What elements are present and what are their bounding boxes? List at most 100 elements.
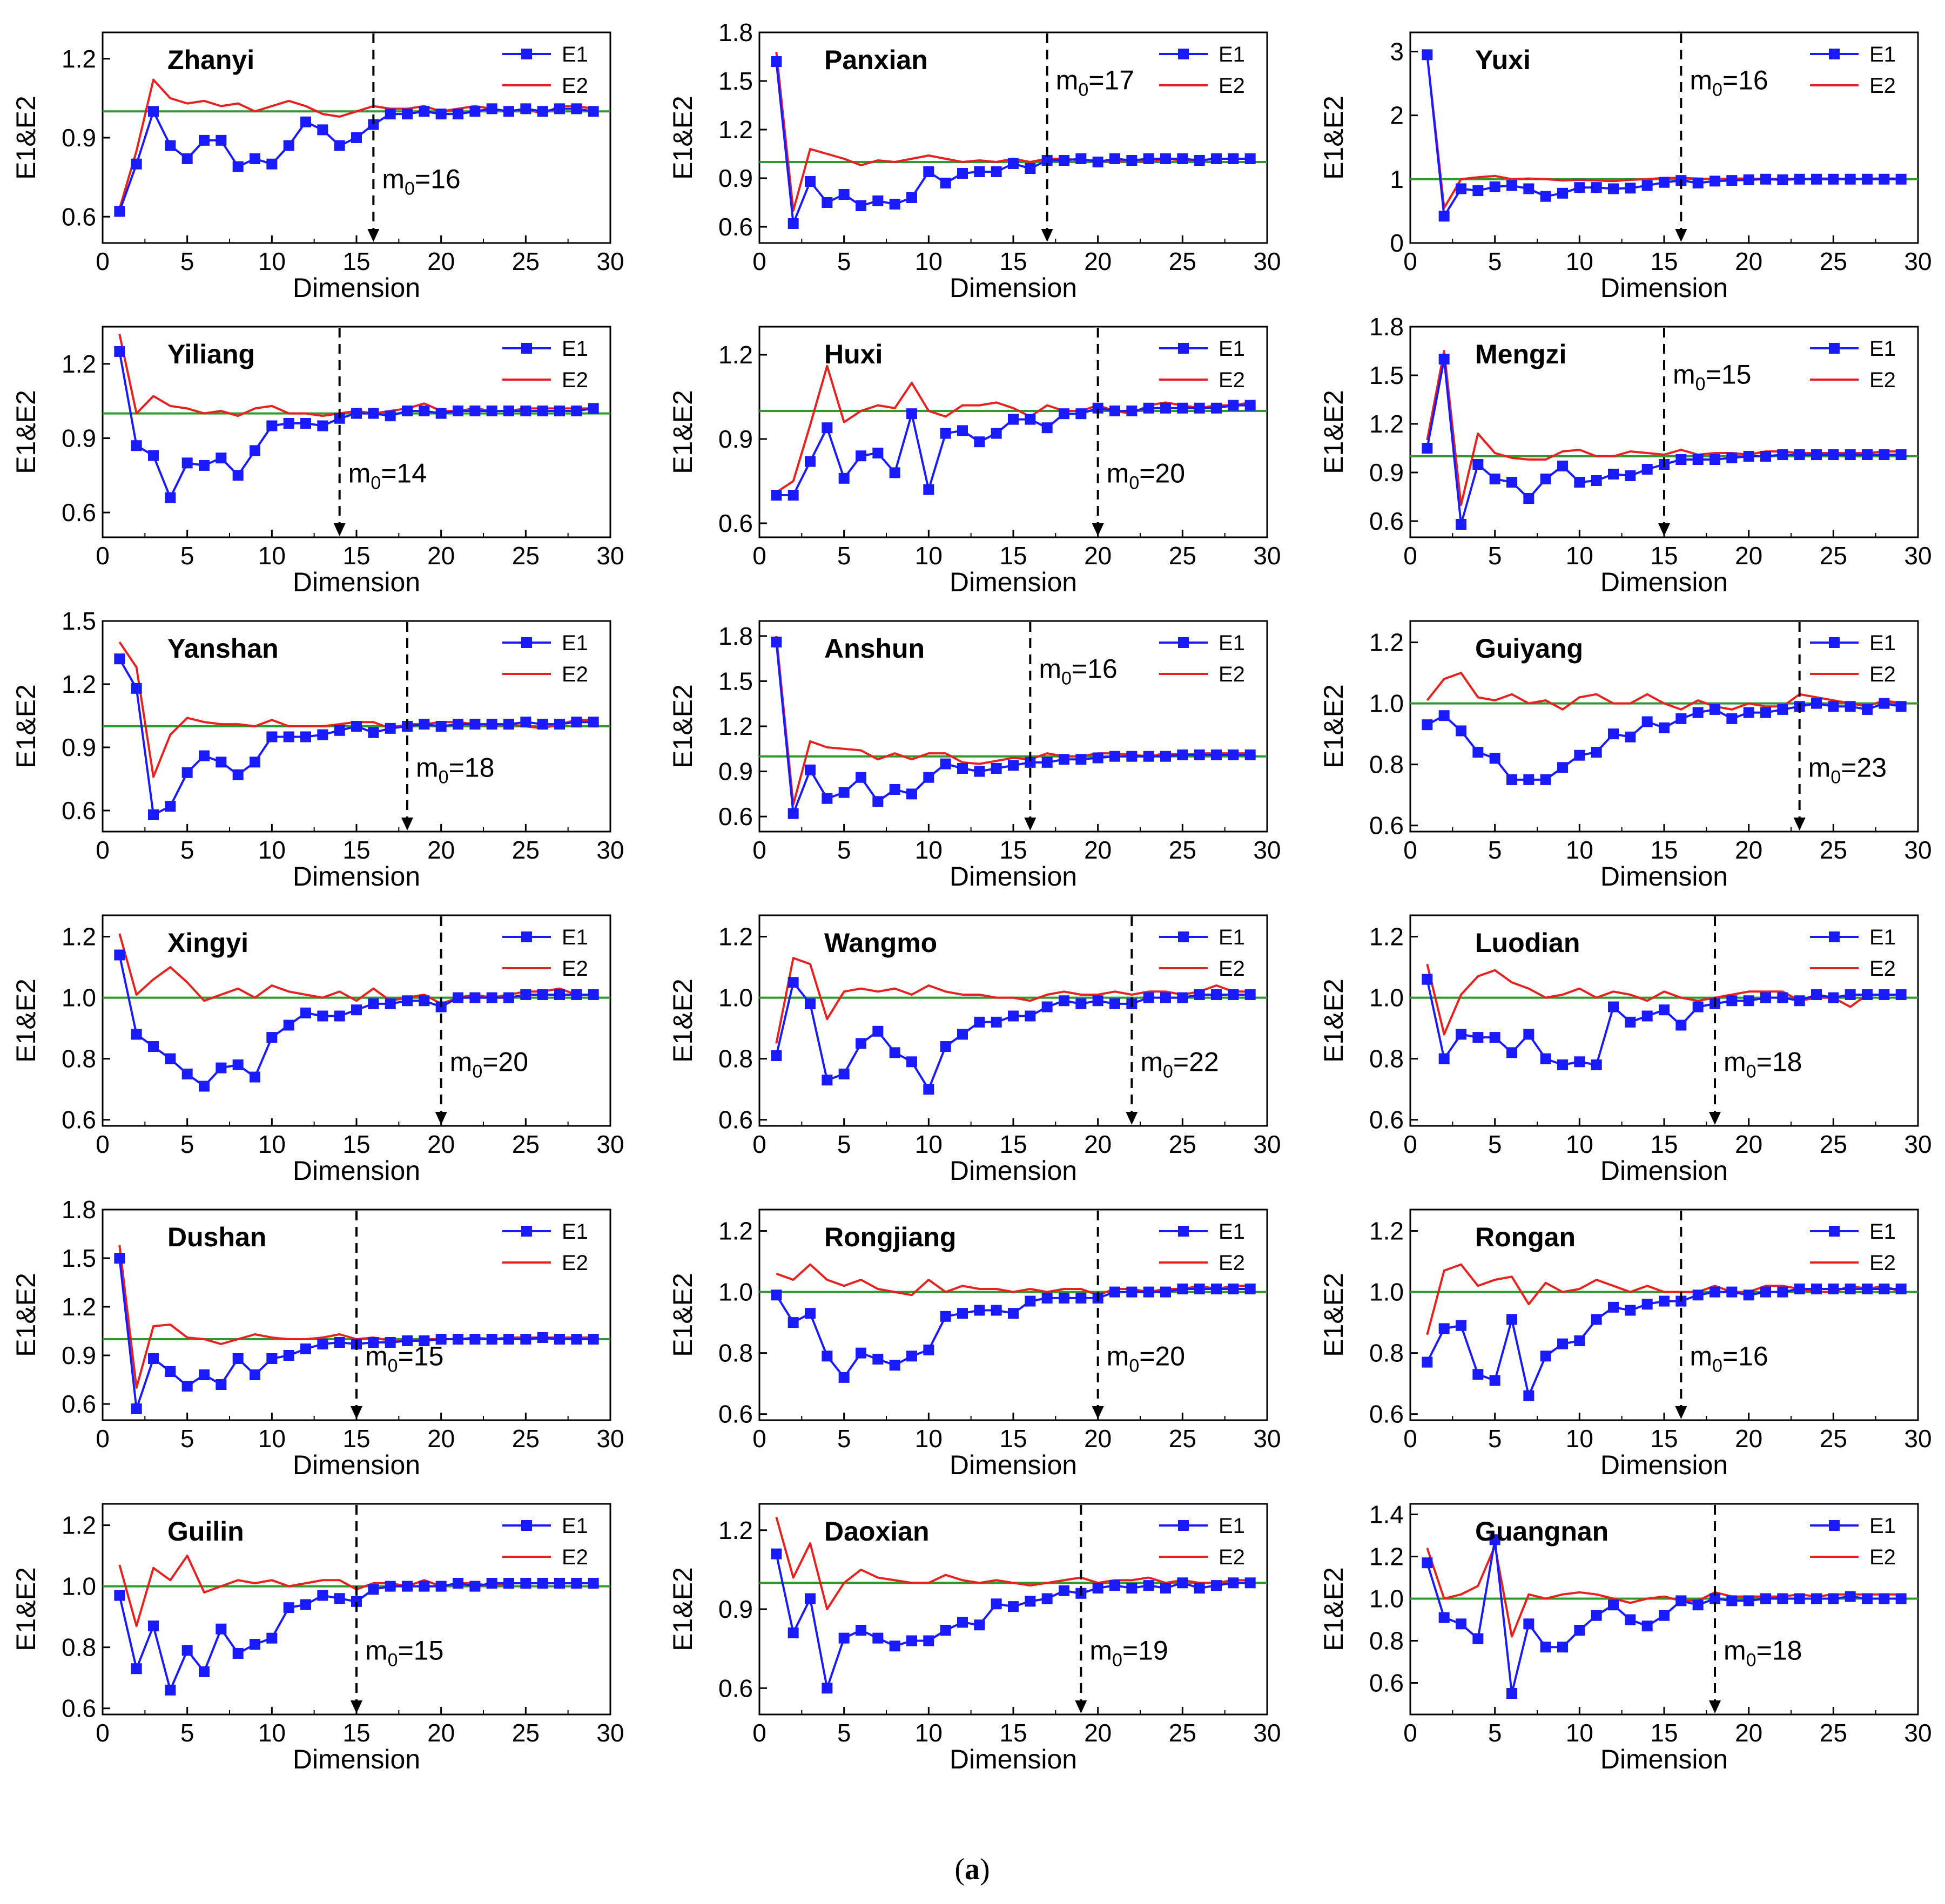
e1-point bbox=[1075, 408, 1087, 420]
legend-e2-label: E2 bbox=[1219, 368, 1245, 392]
e1-point bbox=[368, 408, 379, 419]
e1-point bbox=[588, 717, 599, 728]
e1-point bbox=[1489, 1032, 1500, 1043]
e1-point bbox=[991, 428, 1002, 439]
e1-point bbox=[1008, 414, 1019, 425]
e1-point bbox=[957, 168, 968, 179]
y-axis-label: E1&E2 bbox=[1318, 96, 1349, 180]
e1-point bbox=[181, 153, 193, 164]
m0-label-subscript: 0 bbox=[1712, 79, 1722, 100]
e1-point bbox=[1845, 173, 1856, 185]
e1-point bbox=[419, 995, 430, 1007]
e1-point bbox=[469, 992, 481, 1003]
e1-point bbox=[1743, 995, 1754, 1007]
e1-point bbox=[974, 166, 985, 177]
x-tick-label: 10 bbox=[915, 836, 943, 864]
m0-marker-arrow bbox=[333, 523, 346, 536]
x-tick-label: 25 bbox=[512, 1424, 540, 1453]
x-tick-label: 15 bbox=[1650, 542, 1678, 570]
e1-point bbox=[1710, 1286, 1720, 1298]
y-axis-label: E1&E2 bbox=[1318, 390, 1349, 474]
e1-point bbox=[1608, 1001, 1619, 1012]
e1-point bbox=[1845, 1283, 1856, 1294]
e1-point bbox=[1828, 992, 1839, 1003]
e1-point bbox=[838, 787, 850, 798]
m0-label-prefix: m bbox=[1724, 1636, 1746, 1666]
e1-point bbox=[1540, 474, 1551, 484]
e1-point bbox=[165, 140, 176, 151]
e1-point bbox=[822, 1075, 833, 1086]
e1-point bbox=[1675, 454, 1687, 465]
e1-point bbox=[1710, 704, 1720, 715]
legend-e1-marker bbox=[1829, 1226, 1840, 1237]
e1-point bbox=[1092, 157, 1103, 167]
x-axis-label: Dimension bbox=[293, 1744, 420, 1774]
x-tick-label: 30 bbox=[1253, 542, 1281, 570]
x-tick-label: 30 bbox=[1904, 1719, 1931, 1747]
y-tick-label: 0.9 bbox=[718, 1595, 753, 1623]
panel-title: Yiliang bbox=[167, 339, 255, 369]
x-tick-label: 30 bbox=[1904, 1130, 1931, 1158]
e1-point bbox=[1008, 760, 1019, 771]
e1-point bbox=[503, 106, 514, 117]
e1-point bbox=[872, 1025, 884, 1037]
y-tick-label: 0.8 bbox=[1369, 751, 1404, 779]
y-tick-label: 0.6 bbox=[62, 796, 96, 825]
e2-series-line bbox=[775, 1516, 1250, 1610]
e1-point bbox=[1211, 749, 1222, 760]
e1-point bbox=[435, 109, 447, 120]
legend-e2-label: E2 bbox=[1869, 1545, 1896, 1569]
panel-title: Dushan bbox=[167, 1222, 266, 1252]
e1-point bbox=[1726, 453, 1738, 463]
e1-point bbox=[232, 161, 244, 172]
e1-point bbox=[453, 109, 463, 120]
e1-point bbox=[266, 158, 278, 170]
e1-point bbox=[1591, 747, 1602, 758]
y-tick-label: 1.2 bbox=[718, 1217, 753, 1245]
e1-point bbox=[317, 729, 328, 740]
e1-point bbox=[469, 106, 481, 117]
e1-point bbox=[1109, 406, 1120, 416]
m0-label: m0=14 bbox=[348, 458, 427, 494]
y-tick-label: 1.2 bbox=[62, 45, 96, 73]
e1-point bbox=[165, 801, 176, 812]
x-tick-label: 25 bbox=[512, 836, 540, 864]
m0-label: m0=15 bbox=[365, 1636, 443, 1671]
e1-point bbox=[1540, 1351, 1551, 1362]
y-axis-label: E1&E2 bbox=[11, 96, 41, 180]
e1-point bbox=[1472, 459, 1484, 470]
x-tick-label: 20 bbox=[1084, 1130, 1112, 1158]
e1-point bbox=[872, 1632, 884, 1644]
e1-point bbox=[1574, 1335, 1585, 1347]
e1-point bbox=[503, 719, 514, 730]
e2-series-line bbox=[118, 78, 594, 210]
e1-point bbox=[368, 998, 379, 1009]
e1-point bbox=[923, 1635, 934, 1646]
e1-point bbox=[1625, 1305, 1636, 1316]
y-tick-label: 1.2 bbox=[1369, 1543, 1404, 1571]
e1-point bbox=[1726, 995, 1738, 1007]
e1-point bbox=[537, 719, 548, 730]
e1-point bbox=[957, 1308, 968, 1319]
m0-label-subscript: 0 bbox=[1163, 1062, 1173, 1082]
legend-e2-label: E2 bbox=[1869, 957, 1896, 981]
panel-title: Xingyi bbox=[167, 928, 248, 958]
e1-point bbox=[1710, 1593, 1720, 1604]
e1-point bbox=[1625, 183, 1636, 194]
e1-point bbox=[1177, 749, 1188, 760]
x-tick-label: 5 bbox=[1488, 247, 1502, 275]
e2-series-line bbox=[775, 51, 1250, 212]
e1-point bbox=[317, 124, 328, 136]
e1-point bbox=[788, 218, 799, 229]
m0-marker-arrow bbox=[1793, 818, 1806, 831]
e1-point bbox=[537, 989, 548, 1000]
e1-point bbox=[402, 995, 413, 1007]
e1-point bbox=[957, 1617, 968, 1628]
y-tick-label: 0.6 bbox=[718, 509, 753, 537]
y-tick-label: 1.0 bbox=[718, 1278, 753, 1306]
e1-point bbox=[486, 406, 497, 416]
y-axis-label: E1&E2 bbox=[11, 684, 41, 768]
y-axis-label: E1&E2 bbox=[1318, 1567, 1349, 1651]
